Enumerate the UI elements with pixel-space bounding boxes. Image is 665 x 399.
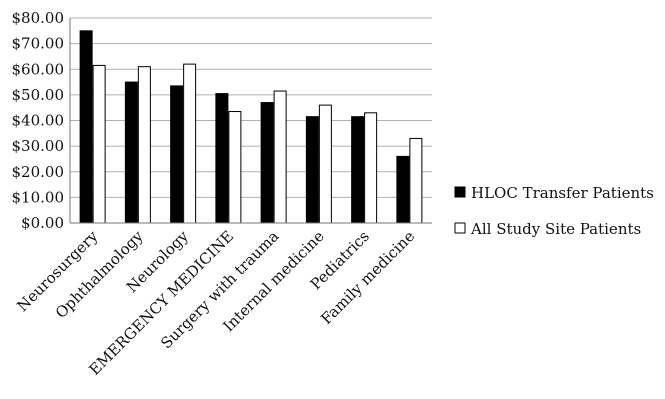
- bar-hloc: [305, 116, 319, 224]
- legend-swatch-hloc: [454, 186, 466, 198]
- y-tick-label: $40.00: [12, 112, 65, 130]
- bar-all-sites: [183, 63, 197, 224]
- bar-all-sites: [273, 90, 287, 224]
- y-tick-label: $0.00: [21, 214, 64, 232]
- axes: [69, 18, 432, 224]
- bar-hloc: [260, 102, 274, 224]
- y-tick-label: $70.00: [12, 35, 65, 53]
- bar-all-sites: [137, 66, 151, 224]
- y-axis-ticks: $0.00 $10.00 $20.00 $30.00 $40.00 $50.00 $60.0…: [12, 9, 65, 232]
- bar-hloc: [215, 93, 229, 224]
- legend-label-all-sites: All Study Site Patients: [470, 220, 641, 238]
- y-tick-label: $20.00: [12, 163, 65, 181]
- y-tick-label: $60.00: [12, 60, 65, 78]
- bars: [79, 30, 423, 224]
- x-category-label: Neurosurgery: [13, 227, 101, 315]
- bar-hloc: [79, 30, 93, 224]
- bar-all-sites: [409, 137, 423, 224]
- bar-all-sites: [228, 111, 242, 224]
- bar-hloc: [170, 85, 184, 224]
- y-tick-label: $80.00: [12, 9, 65, 27]
- bar-all-sites: [92, 64, 106, 224]
- y-tick-label: $50.00: [12, 86, 65, 104]
- bar-hloc: [396, 155, 410, 224]
- y-tick-label: $10.00: [12, 188, 65, 206]
- bar-hloc: [351, 116, 365, 224]
- x-axis-categories: NeurosurgeryOphthalmologyNeurologyEMERGE…: [13, 227, 418, 379]
- gridlines: [70, 17, 432, 224]
- bar-hloc: [124, 81, 138, 224]
- legend-label-hloc: HLOC Transfer Patients: [471, 184, 654, 202]
- bar-all-sites: [318, 104, 332, 224]
- legend-swatch-all-sites: [454, 222, 466, 234]
- legend: HLOC Transfer Patients All Study Site Pa…: [454, 184, 654, 238]
- y-tick-label: $30.00: [12, 137, 65, 155]
- bar-all-sites: [364, 112, 378, 224]
